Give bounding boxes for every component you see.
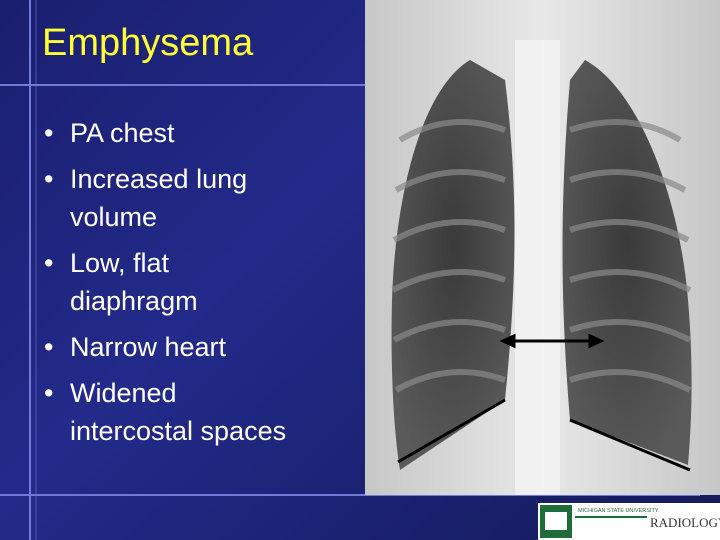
bullet-text: Increased lung: [70, 164, 248, 194]
slide-title: Emphysema: [42, 22, 254, 64]
bullet-text: intercostal spaces: [70, 416, 287, 446]
logo-department: RADIOLOGY: [650, 515, 720, 530]
bullet-item: • Narrow heart: [44, 328, 286, 366]
bullet-dot: •: [44, 118, 54, 148]
bullet-text: PA chest: [70, 118, 175, 148]
bullet-list: • PA chest • Increased lung volume • Low, flat…: [44, 114, 286, 458]
bullet-text: diaphragm: [70, 286, 198, 316]
bullet-dot: •: [44, 378, 54, 408]
bullet-text: Low, flat: [70, 248, 170, 278]
xray-image: [365, 0, 720, 495]
annotation-arrows: [397, 333, 691, 472]
bullet-item: • Widened intercostal spaces: [44, 374, 286, 450]
bullet-text: Widened: [70, 378, 177, 408]
bullet-text: Narrow heart: [70, 332, 227, 362]
bullet-item: • Increased lung volume: [44, 160, 286, 236]
bullet-item: • PA chest: [44, 114, 286, 152]
bullet-text: volume: [70, 202, 158, 232]
bullet-dot: •: [44, 164, 54, 194]
bullet-dot: •: [44, 248, 54, 278]
logo: [538, 503, 720, 540]
bullet-item: • Low, flat diaphragm: [44, 244, 286, 320]
logo-university: MICHIGAN STATE UNIVERSITY: [578, 508, 659, 514]
bullet-dot: •: [44, 332, 54, 362]
